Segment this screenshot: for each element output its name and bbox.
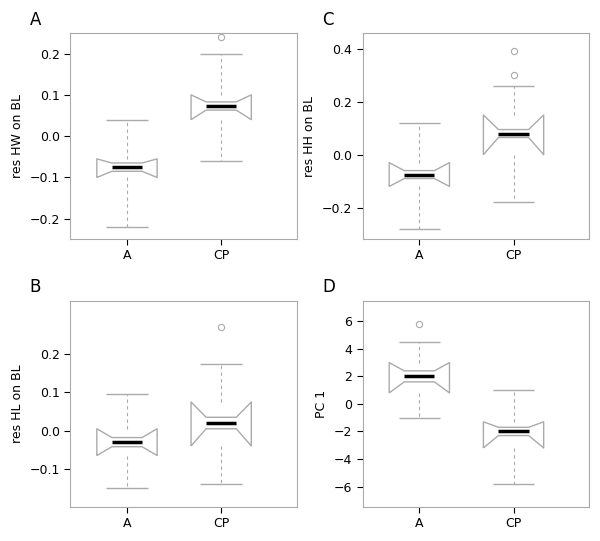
Y-axis label: res HH on BL: res HH on BL <box>304 96 316 177</box>
Polygon shape <box>97 159 157 177</box>
Text: C: C <box>322 11 334 29</box>
Polygon shape <box>389 163 449 187</box>
Polygon shape <box>389 362 449 393</box>
Y-axis label: res HW on BL: res HW on BL <box>11 94 24 178</box>
Text: D: D <box>322 279 335 296</box>
Y-axis label: PC 1: PC 1 <box>316 390 328 418</box>
Polygon shape <box>191 402 251 446</box>
Text: A: A <box>30 11 41 29</box>
Polygon shape <box>97 429 157 456</box>
Text: B: B <box>30 279 41 296</box>
Y-axis label: res HL on BL: res HL on BL <box>11 365 24 443</box>
Polygon shape <box>484 115 544 155</box>
Polygon shape <box>191 95 251 120</box>
Polygon shape <box>484 422 544 448</box>
